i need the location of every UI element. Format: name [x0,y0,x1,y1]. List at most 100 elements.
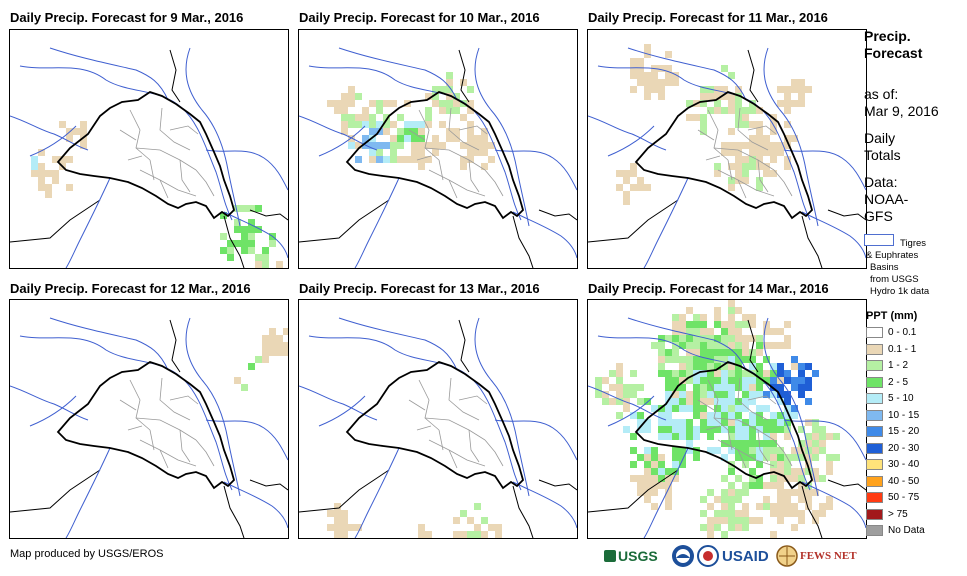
precip-cell [770,170,777,177]
precip-cell [784,370,791,377]
precip-cell [255,254,262,261]
precip-cell [728,335,735,342]
province-boundary [127,425,143,431]
precip-cell [763,405,770,412]
precip-cell [749,426,756,433]
precip-cell [66,156,73,163]
precip-cell [714,107,721,114]
precip-cell [672,461,679,468]
precip-cell [735,86,742,93]
precip-cell [763,328,770,335]
precip-cell [749,447,756,454]
precip-cell [756,482,763,489]
precip-cell [418,149,425,156]
province-boundary [428,439,486,467]
precip-cell [665,384,672,391]
precip-cell [665,426,672,433]
precip-cell [826,433,833,440]
legend-row: 40 - 50 [866,475,919,488]
province-boundary [169,125,199,135]
precip-cell [756,149,763,156]
precip-cell [749,163,756,170]
province-boundary [747,395,777,405]
basin-outline [185,317,241,497]
precip-cell [721,489,728,496]
precip-cell [777,510,784,517]
precip-cell [474,524,481,531]
precip-cell [749,454,756,461]
basin-note: Tigres & Euphrates Basins from USGS Hydr… [866,238,929,298]
precip-cell [714,377,721,384]
precip-cell [637,475,644,482]
precip-cell [474,135,481,142]
precip-cell [630,412,637,419]
precip-cell [812,433,819,440]
precip-cell [756,156,763,163]
precip-cell [686,447,693,454]
precip-cell [798,468,805,475]
precip-cell [728,384,735,391]
country-border [169,49,181,103]
precip-cell [784,142,791,149]
precip-cell [763,163,770,170]
precip-cell [255,261,262,268]
precip-cell [763,496,770,503]
precip-cell [721,65,728,72]
basin-outline [49,47,169,101]
usgs-logo-text: USGS [618,548,658,564]
precip-cell [255,205,262,212]
precip-cell [728,163,735,170]
legend-label: 50 - 75 [888,492,920,503]
legend-label: No Data [888,525,925,536]
precip-cell [742,314,749,321]
precip-cell [742,121,749,128]
precip-cell [467,531,474,538]
legend-row: 2 - 5 [866,376,908,389]
precip-cell [686,307,693,314]
precip-cell [756,177,763,184]
precip-cell [672,349,679,356]
precip-cell [728,517,735,524]
precip-cell [227,240,234,247]
precip-cell [397,156,404,163]
precip-cell [742,356,749,363]
precip-cell [735,370,742,377]
map-panel-3 [587,29,867,269]
basin-outline [338,47,458,101]
precip-cell [686,405,693,412]
country-border [249,209,288,221]
basin-outline [627,47,747,101]
precip-cell [623,170,630,177]
precip-cell [241,247,248,254]
precip-cell [714,510,721,517]
precip-cell [749,517,756,524]
precip-cell [248,240,255,247]
precip-cell [227,254,234,261]
precip-cell [714,419,721,426]
precip-cell [418,135,425,142]
country-border [249,479,288,491]
precip-cell [446,79,453,86]
basin-outline [338,317,458,371]
precip-cell [749,321,756,328]
precip-cell [665,419,672,426]
precip-cell [665,468,672,475]
precip-cell [481,149,488,156]
precip-cell [672,370,679,377]
precip-cell [721,107,728,114]
precip-cell [777,398,784,405]
precip-cell [749,356,756,363]
map-svg-6 [588,300,866,538]
precip-cell [665,79,672,86]
precip-cell [798,440,805,447]
precip-cell [777,149,784,156]
precip-cell [763,142,770,149]
precip-cell [679,335,686,342]
precip-cell [369,149,376,156]
map-svg-3 [588,44,866,268]
precip-cell [735,328,742,335]
precip-cell [756,447,763,454]
precip-cell [742,177,749,184]
precip-cell [637,184,644,191]
iraq-border [634,91,814,220]
